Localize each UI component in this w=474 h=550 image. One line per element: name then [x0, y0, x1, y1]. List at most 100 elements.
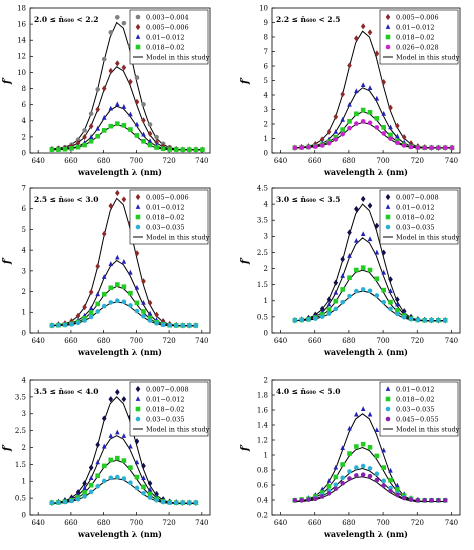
model-line — [51, 435, 196, 504]
data-point — [381, 299, 386, 305]
data-point — [187, 500, 192, 506]
y-tick-label: 1.5 — [15, 461, 26, 469]
data-point — [88, 489, 94, 495]
data-point — [422, 145, 428, 151]
data-point — [395, 122, 400, 129]
data-point — [154, 139, 159, 146]
legend-entry: 0.03−0.035 — [146, 224, 185, 232]
data-point — [75, 312, 81, 319]
data-point — [354, 88, 359, 94]
data-point — [395, 301, 400, 307]
data-point — [62, 322, 68, 328]
data-point — [95, 473, 100, 478]
legend-entry: 0.01−0.012 — [146, 204, 185, 212]
x-tick-label: 720 — [162, 157, 175, 165]
x-tick-label: 660 — [308, 519, 321, 527]
data-point — [115, 429, 120, 435]
data-point — [62, 499, 68, 505]
y-tick-label: 18 — [17, 4, 26, 12]
data-point — [69, 146, 74, 151]
data-point — [381, 131, 386, 136]
data-point — [333, 113, 339, 120]
data-point — [128, 269, 133, 275]
y-tick-label: 1 — [264, 451, 268, 459]
data-point — [121, 196, 127, 203]
data-point — [381, 79, 386, 86]
data-point — [374, 125, 380, 130]
data-point — [108, 300, 114, 305]
legend-entry: Model in this study — [146, 54, 210, 62]
data-point — [154, 145, 159, 150]
data-point — [374, 95, 380, 101]
legend-marker — [135, 193, 141, 201]
data-point — [374, 276, 380, 282]
legend-box — [129, 9, 209, 65]
data-point — [49, 323, 55, 328]
legend-entry: 0.018−0.02 — [396, 396, 435, 404]
y-tick-label: 1 — [264, 135, 268, 143]
data-point — [147, 122, 153, 127]
legend-entry: 0.018−0.02 — [396, 34, 435, 42]
data-point — [374, 477, 380, 483]
data-point — [121, 476, 127, 481]
data-point — [415, 317, 421, 323]
y-tick-label: 0 — [264, 149, 268, 157]
data-point — [115, 14, 120, 20]
panel-title: 2.2 ≤ n̄₆₀₀ < 2.5 — [276, 15, 340, 24]
data-point — [388, 124, 393, 130]
x-tick-label: 720 — [411, 157, 424, 165]
legend-marker — [385, 416, 391, 422]
data-point — [134, 485, 140, 491]
legend-box — [129, 381, 209, 437]
y-tick-label: 10 — [259, 4, 268, 12]
data-point — [360, 265, 366, 270]
legend-entry: 0.01−0.012 — [146, 34, 185, 42]
data-point — [340, 127, 345, 132]
data-point — [347, 469, 352, 474]
data-point — [388, 306, 393, 312]
x-tick-label: 680 — [342, 157, 355, 165]
data-point — [354, 111, 359, 117]
legend-entry: 0.007−0.008 — [146, 386, 189, 394]
data-point — [388, 488, 393, 494]
x-tick-label: 740 — [195, 337, 208, 345]
data-point — [388, 104, 393, 111]
data-point — [326, 140, 332, 146]
y-tick-label: 0.6 — [257, 481, 269, 489]
data-point — [160, 322, 166, 328]
data-point — [134, 284, 140, 290]
data-point — [141, 138, 146, 144]
y-tick-label: 3 — [264, 106, 268, 114]
data-point — [429, 317, 434, 323]
legend-marker — [135, 23, 141, 31]
x-tick-label: 680 — [97, 519, 110, 527]
y-axis-label: f′ — [240, 77, 251, 85]
data-point — [354, 35, 359, 42]
x-tick-label: 680 — [97, 337, 110, 345]
data-point — [360, 463, 366, 469]
data-point — [299, 317, 304, 323]
y-tick-label: 3.5 — [15, 393, 26, 401]
data-point — [108, 30, 114, 35]
data-point — [442, 498, 448, 503]
data-point — [141, 484, 146, 490]
data-point — [415, 145, 421, 150]
data-point — [62, 146, 68, 152]
legend-marker — [385, 24, 391, 29]
data-point — [141, 278, 146, 285]
y-tick-label: 7 — [264, 48, 268, 56]
y-tick-label: 4 — [264, 201, 269, 209]
data-point — [429, 145, 434, 151]
data-point — [121, 123, 127, 128]
data-point — [147, 130, 153, 137]
y-tick-label: 3 — [22, 267, 26, 275]
data-point — [75, 137, 81, 142]
data-point — [408, 316, 414, 322]
legend-marker — [385, 224, 391, 230]
data-point — [95, 459, 100, 465]
data-point — [333, 128, 339, 134]
legend-marker — [135, 406, 141, 412]
x-tick-label: 740 — [195, 519, 208, 527]
x-tick-label: 720 — [162, 337, 175, 345]
legend-entry: 0.03−0.035 — [146, 416, 185, 424]
